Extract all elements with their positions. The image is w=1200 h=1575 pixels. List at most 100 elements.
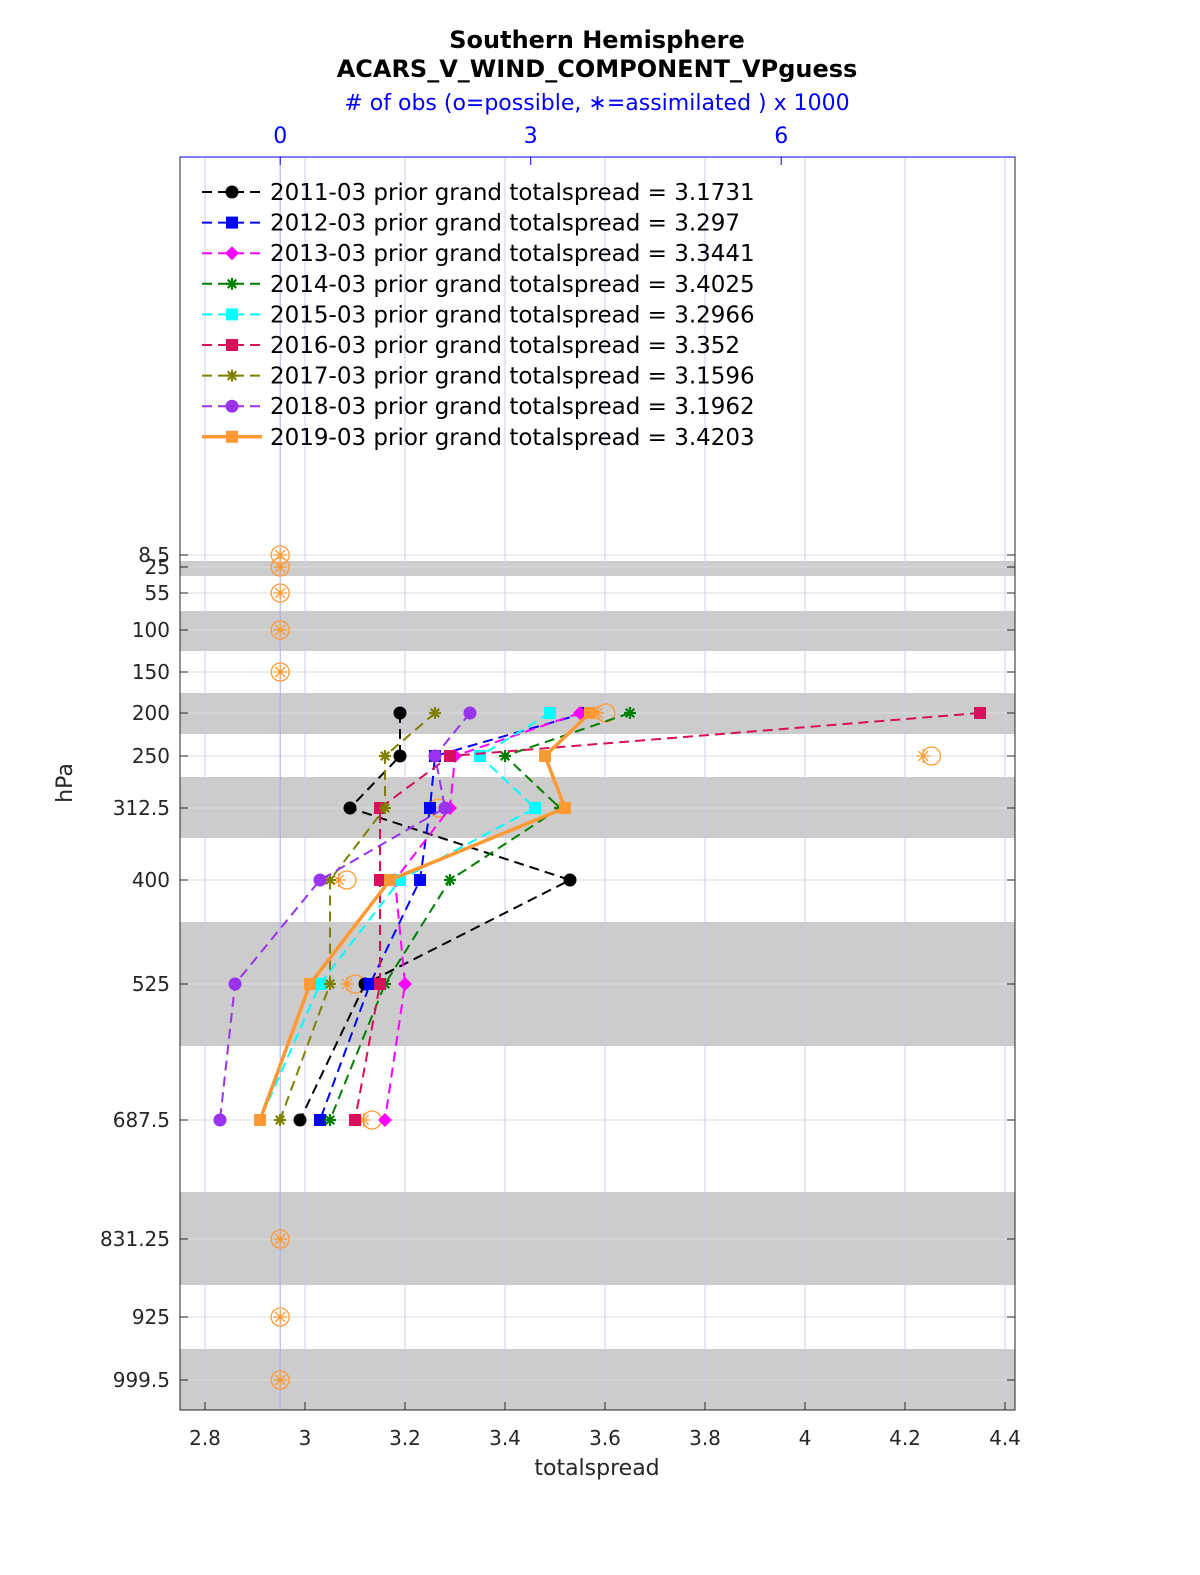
legend-label: 2017-03 prior grand totalspread = 3.1596 bbox=[270, 364, 755, 390]
x-tick-label: 4.2 bbox=[889, 1426, 921, 1450]
star-stroke bbox=[226, 278, 238, 289]
data-point bbox=[324, 978, 336, 990]
data-point bbox=[225, 246, 239, 261]
data-point bbox=[213, 1113, 227, 1127]
data-point bbox=[274, 1114, 286, 1126]
data-point bbox=[343, 801, 357, 815]
data-point bbox=[226, 430, 238, 443]
asterisk-stroke bbox=[274, 624, 286, 636]
asterisk-stroke bbox=[333, 874, 345, 886]
data-point bbox=[539, 750, 551, 762]
legend-label: 2015-03 prior grand totalspread = 3.2966 bbox=[270, 302, 755, 328]
data-point bbox=[438, 801, 452, 815]
obs-possible-marker bbox=[270, 1307, 290, 1327]
star-stroke bbox=[226, 370, 238, 381]
data-point bbox=[444, 874, 456, 886]
data-point bbox=[573, 706, 587, 720]
obs-assimilated-marker bbox=[273, 623, 288, 637]
y-tick-label: 999.5 bbox=[113, 1368, 170, 1392]
legend-label: 2019-03 prior grand totalspread = 3.4203 bbox=[270, 425, 755, 451]
data-point bbox=[398, 977, 412, 991]
obs-assimilated-marker bbox=[273, 560, 288, 574]
data-point bbox=[293, 1113, 307, 1127]
series-lines bbox=[213, 706, 986, 1127]
star-stroke bbox=[379, 750, 391, 762]
y-tick-label: 687.5 bbox=[113, 1108, 170, 1132]
star-stroke bbox=[499, 750, 511, 762]
obs-assimilated-marker bbox=[273, 1232, 288, 1246]
data-point bbox=[374, 978, 386, 990]
data-point bbox=[499, 750, 511, 762]
x-tick-label: 4 bbox=[799, 1426, 812, 1450]
y-axis-label: hPa bbox=[53, 763, 78, 803]
legend-label: 2011-03 prior grand totalspread = 3.1731 bbox=[270, 180, 755, 206]
obs-assimilated-marker bbox=[273, 1373, 288, 1387]
obs-assimilated-marker bbox=[916, 749, 931, 763]
legend-label: 2013-03 prior grand totalspread = 3.3441 bbox=[270, 241, 755, 267]
data-point bbox=[226, 216, 238, 229]
legend-label: 2016-03 prior grand totalspread = 3.352 bbox=[270, 333, 740, 359]
asterisk-stroke bbox=[274, 666, 286, 678]
asterisk-stroke bbox=[274, 1311, 286, 1323]
y-tick-label: 100 bbox=[132, 618, 170, 642]
series-line bbox=[279, 712, 436, 1121]
y-tick-label: 55 bbox=[145, 581, 170, 605]
x-tick-label: 3.8 bbox=[689, 1426, 721, 1450]
star-stroke bbox=[379, 802, 391, 814]
obs-possible-marker bbox=[270, 583, 290, 603]
data-point bbox=[474, 750, 486, 762]
x-tick-label: 3.2 bbox=[389, 1426, 421, 1450]
series-line bbox=[259, 712, 551, 1121]
y-tick-label: 525 bbox=[132, 972, 170, 996]
star-stroke bbox=[324, 978, 336, 990]
data-point bbox=[429, 707, 441, 719]
data-point bbox=[226, 369, 238, 382]
star-stroke bbox=[429, 707, 441, 719]
obs-possible-marker bbox=[270, 662, 290, 682]
data-point bbox=[226, 308, 238, 321]
star-stroke bbox=[444, 874, 456, 886]
data-point bbox=[254, 1114, 266, 1126]
asterisk-stroke bbox=[341, 978, 353, 990]
data-point bbox=[225, 399, 239, 413]
y-tick-label: 200 bbox=[132, 701, 170, 725]
asterisk-stroke bbox=[274, 1233, 286, 1245]
data-point bbox=[974, 707, 986, 719]
data-point bbox=[563, 873, 577, 887]
y-tick-label: 8.5 bbox=[138, 543, 170, 567]
y-tick-label: 25 bbox=[145, 555, 170, 579]
x-tick-label: 2.8 bbox=[189, 1426, 221, 1450]
series-line bbox=[219, 712, 471, 1121]
data-point bbox=[349, 1114, 361, 1126]
obs-assimilated-marker bbox=[331, 873, 346, 887]
x-tick-label: 4.4 bbox=[989, 1426, 1021, 1450]
series-line bbox=[319, 712, 586, 1121]
obs-possible-marker bbox=[270, 1229, 290, 1249]
series-line bbox=[329, 712, 631, 1121]
data-point bbox=[559, 802, 571, 814]
data-point bbox=[313, 873, 327, 887]
top-tick-label: 0 bbox=[273, 124, 287, 149]
level-band bbox=[180, 611, 1015, 651]
data-point bbox=[544, 707, 556, 719]
star-stroke bbox=[324, 874, 336, 886]
data-point bbox=[379, 802, 391, 814]
data-point bbox=[384, 874, 396, 886]
data-point bbox=[314, 1114, 326, 1126]
data-point bbox=[228, 977, 242, 991]
obs-possible-marker bbox=[270, 620, 290, 640]
data-point bbox=[225, 185, 239, 199]
chart-title: Southern Hemisphere bbox=[449, 26, 745, 54]
data-point bbox=[374, 874, 386, 886]
top-axis-label: # of obs (o=possible, ∗=assimilated ) x … bbox=[344, 91, 849, 116]
data-point bbox=[226, 277, 238, 290]
data-point bbox=[463, 706, 477, 720]
obs-assimilated-marker bbox=[340, 977, 354, 991]
data-point bbox=[226, 339, 238, 351]
chart-subtitle: ACARS_V_WIND_COMPONENT_VPguess bbox=[337, 55, 858, 83]
data-point bbox=[529, 802, 541, 814]
x-axis-label: totalspread bbox=[534, 1456, 659, 1481]
data-point bbox=[584, 707, 596, 719]
